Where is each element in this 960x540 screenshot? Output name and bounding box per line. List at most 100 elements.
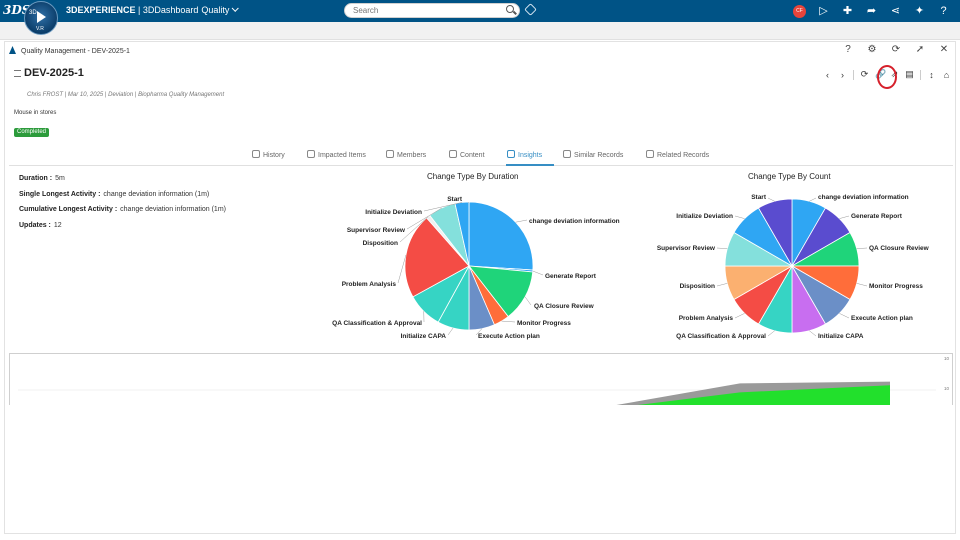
top-bar: 3DS 3D V.R 3DEXPERIENCE | 3DDashboard Qua… [0, 0, 960, 35]
record-meta: Chris FROST | Mar 10, 2025 | Deviation |… [27, 92, 225, 98]
record-owner[interactable]: Chris FROST [27, 92, 63, 98]
tab-insights[interactable]: Insights [507, 150, 542, 159]
duration-pie-leader-line [524, 296, 532, 306]
tools-icon[interactable]: ✦ [914, 5, 925, 17]
expand-collapse-icon[interactable]: ↕ [929, 69, 934, 80]
stat-single-longest: Single Longest Activity : change deviatio… [19, 191, 226, 207]
tab-label: Impacted Items [318, 152, 366, 159]
avatar[interactable]: CF [793, 4, 806, 18]
app-name: Quality [201, 5, 230, 15]
stat-value: 5m [55, 175, 65, 182]
duration-pie-leader-line [423, 202, 463, 212]
chevron-left-icon[interactable]: ‹ [826, 69, 829, 80]
count-pie-leader-line [839, 215, 850, 219]
menu-icon[interactable] [14, 70, 21, 77]
ds-logo: 3DS [3, 3, 31, 17]
count-pie-label: Execute Action plan [851, 315, 913, 322]
notification-icon[interactable]: ▷ [819, 5, 828, 17]
add-icon[interactable]: ✚ [842, 5, 853, 17]
tag-icon[interactable] [524, 3, 537, 16]
share-icon[interactable]: ➦ [866, 5, 877, 17]
count-pie-label: Initialize CAPA [818, 333, 864, 340]
refresh-icon[interactable]: ⟳ [860, 69, 869, 79]
record-title: DEV-2025-1 [24, 67, 84, 79]
duration-pie-label: QA Closure Review [534, 303, 595, 310]
count-pie-label: change deviation information [818, 194, 909, 201]
count-pie-leader-line [839, 313, 850, 319]
duration-pie-leader-line [475, 328, 483, 336]
related-icon [646, 150, 654, 158]
y-tick-label: 10 [944, 356, 950, 361]
tab-related-records[interactable]: Related Records [646, 150, 709, 159]
play-icon [37, 11, 46, 23]
tab-impacted-items[interactable]: Impacted Items [307, 150, 366, 159]
stat-value: 12 [53, 221, 62, 229]
duration-pie-label: QA Classification & Approval [332, 320, 422, 327]
count-pie-leader-line [767, 330, 775, 337]
stat-cumulative-longest: Cumulative Longest Activity : change devi… [19, 206, 226, 222]
count-pie-leader-line [716, 283, 728, 287]
insights-stats: Duration :5m Single Longest Activity : ch… [19, 175, 226, 237]
content-icon [449, 150, 457, 158]
widget-title-text: Quality Management - DEV-2025-1 [21, 48, 130, 55]
stat-duration: Duration :5m [19, 175, 226, 191]
duration-pie-leader-line [399, 216, 429, 243]
help-icon[interactable]: ? [845, 44, 851, 55]
document-icon[interactable]: ▤ [905, 69, 914, 79]
record-type: Deviation [108, 92, 134, 98]
count-pie-label: Disposition [680, 283, 715, 290]
count-pie-leader-line [809, 330, 817, 337]
duration-pie-label: change deviation information [529, 218, 620, 225]
search-input[interactable] [344, 3, 520, 18]
pin-icon[interactable]: ➚ [915, 44, 925, 55]
count-pie-leader-line [856, 283, 868, 287]
compass-button[interactable]: 3D V.R [24, 1, 58, 35]
cube-icon [307, 150, 315, 158]
status-badge: Completed [14, 128, 50, 137]
tab-content[interactable]: Content [449, 150, 485, 159]
tab-history[interactable]: History [252, 150, 285, 159]
tab-label: Members [397, 152, 427, 159]
app-icon [9, 46, 16, 54]
history-icon [252, 150, 260, 158]
gear-icon[interactable]: ⚙ [867, 44, 877, 55]
close-icon[interactable]: ✕ [939, 44, 949, 55]
tab-label: Similar Records [574, 152, 624, 159]
chevron-right-icon[interactable]: › [841, 69, 844, 80]
duration-pie-label: Execute Action plan [478, 333, 540, 340]
tab-similar-records[interactable]: Similar Records [563, 150, 623, 159]
refresh-icon[interactable]: ⟳ [891, 44, 901, 55]
stat-key: Single Longest Activity : [19, 190, 101, 198]
count-pie-leader-line [734, 215, 745, 219]
count-pie-label: QA Classification & Approval [676, 333, 766, 340]
count-pie-label: Supervisor Review [657, 245, 716, 252]
count-pie-label: Problem Analysis [679, 315, 734, 322]
tab-label: Related Records [657, 152, 710, 159]
stat-value: change deviation information (1m) [120, 206, 226, 213]
stat-key: Cumulative Longest Activity : [19, 206, 118, 213]
duration-pie-label: Supervisor Review [347, 227, 406, 234]
count-pie-label: Generate Report [851, 213, 903, 220]
chevron-down-icon [232, 4, 240, 12]
search-icon[interactable] [506, 5, 514, 13]
duration-pie-chart: change deviation information Generate Rep… [332, 196, 620, 340]
brand[interactable]: 3DEXPERIENCE | 3DDashboard Quality [66, 4, 240, 15]
members-icon [386, 150, 394, 158]
duration-pie-label: Generate Report [545, 273, 597, 280]
divider [853, 69, 854, 80]
record-tabs: History Impacted Items Members Content I… [9, 144, 953, 166]
tab-members[interactable]: Members [386, 150, 426, 159]
help-icon[interactable]: ? [940, 5, 947, 17]
count-pie-leader-line [716, 247, 728, 249]
y-tick-label: 10 [944, 386, 950, 391]
search-records-icon [563, 150, 571, 158]
brand-name: 3DEXPERIENCE [66, 5, 136, 15]
divider [920, 69, 921, 80]
duration-pie-label: Problem Analysis [342, 281, 397, 288]
area-series [637, 385, 890, 405]
network-icon[interactable]: ⋖ [890, 5, 901, 17]
home-icon[interactable]: ⌂ [943, 69, 950, 80]
brand-dashboard: | 3DDashboard [135, 5, 199, 15]
duration-pie-leader-line [397, 254, 407, 284]
tab-label: Content [460, 152, 485, 159]
